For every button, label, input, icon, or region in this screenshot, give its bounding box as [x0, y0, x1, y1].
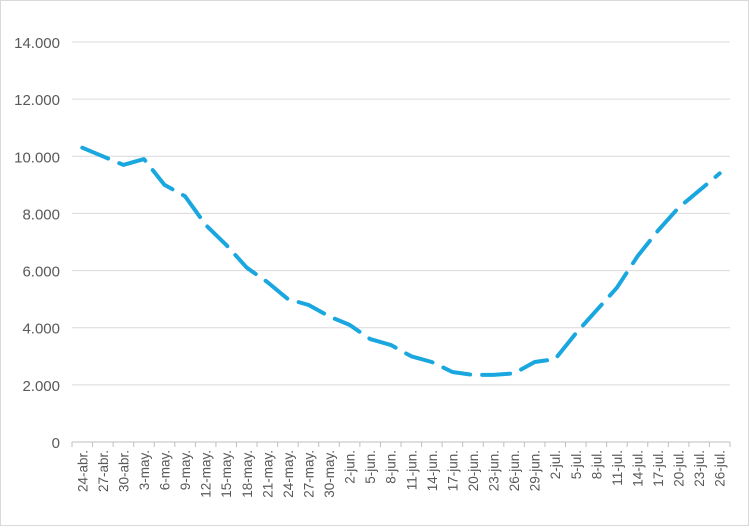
x-tick-label: 11-jun.: [404, 450, 419, 490]
x-tick-label: 20-jun.: [466, 450, 481, 491]
x-tick-label: 3-may.: [137, 450, 152, 490]
series-layer: [80, 145, 722, 377]
x-tick-label: 30-may.: [322, 450, 337, 498]
gridlines: [72, 41, 730, 386]
x-axis: [71, 441, 731, 447]
x-tick-label: 29-jun.: [528, 450, 543, 491]
y-tick-label: 6.000: [22, 264, 60, 281]
x-tick-label: 17-jun.: [445, 450, 460, 491]
series-line: [80, 145, 722, 377]
y-axis-tick-labels: 0 2.000 4.000 6.000 8.000 10.000 12.000 14.000: [14, 35, 60, 452]
x-tick-label: 21-may.: [260, 450, 275, 498]
x-tick-label: 17-jul.: [651, 450, 666, 487]
x-tick-label: 15-may.: [219, 450, 234, 498]
y-tick-label: 12.000: [14, 92, 60, 109]
x-tick-label: 26-jul.: [713, 450, 728, 487]
x-tick-label: 24-abr.: [75, 450, 90, 492]
x-tick-label: 30-abr.: [116, 450, 131, 492]
x-tick-label: 27-abr.: [96, 450, 111, 492]
x-tick-label: 26-jun.: [507, 450, 522, 491]
x-tick-label: 5-jul.: [569, 450, 584, 479]
x-tick-label: 20-jul.: [672, 450, 687, 487]
x-tick-label: 24-may.: [281, 450, 296, 498]
x-tick-label: 23-jul.: [692, 450, 707, 487]
y-tick-label: 2.000: [22, 378, 60, 395]
x-tick-label: 8-jun.: [384, 450, 399, 484]
x-tick-label: 11-jul.: [610, 450, 625, 486]
y-tick-label: 14.000: [14, 35, 60, 52]
x-tick-label: 14-jul.: [630, 450, 645, 487]
x-tick-label: 8-jul.: [589, 450, 604, 479]
x-tick-label: 23-jun.: [487, 450, 502, 491]
y-tick-label: 10.000: [14, 149, 60, 166]
x-tick-label: 18-may.: [240, 450, 255, 498]
y-tick-label: 0: [52, 435, 60, 452]
x-tick-label: 5-jun.: [363, 450, 378, 484]
x-tick-label: 9-may.: [178, 450, 193, 490]
x-tick-label: 2-jun.: [343, 450, 358, 484]
x-tick-label: 6-may.: [158, 450, 173, 490]
y-tick-label: 4.000: [22, 321, 60, 338]
y-tick-label: 8.000: [22, 206, 60, 223]
x-tick-label: 2-jul.: [548, 450, 563, 479]
x-axis-tick-labels: 24-abr. 27-abr. 30-abr. 3-may. 6-may. 9-may. 1…: [75, 450, 727, 498]
x-tick-label: 12-may.: [199, 450, 214, 498]
x-tick-label: 14-jun.: [425, 450, 440, 491]
x-tick-label: 27-may.: [301, 450, 316, 498]
